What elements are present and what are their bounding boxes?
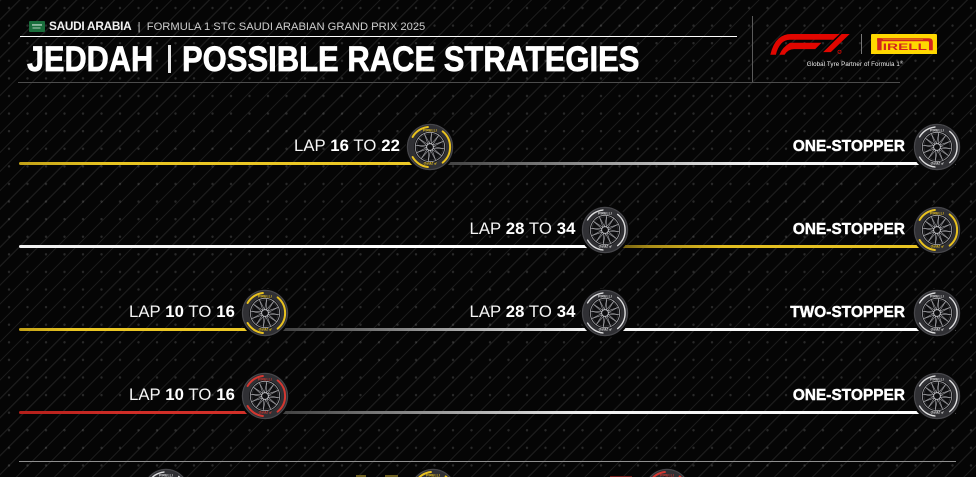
svg-text:IRELL: IRELL bbox=[882, 42, 927, 52]
